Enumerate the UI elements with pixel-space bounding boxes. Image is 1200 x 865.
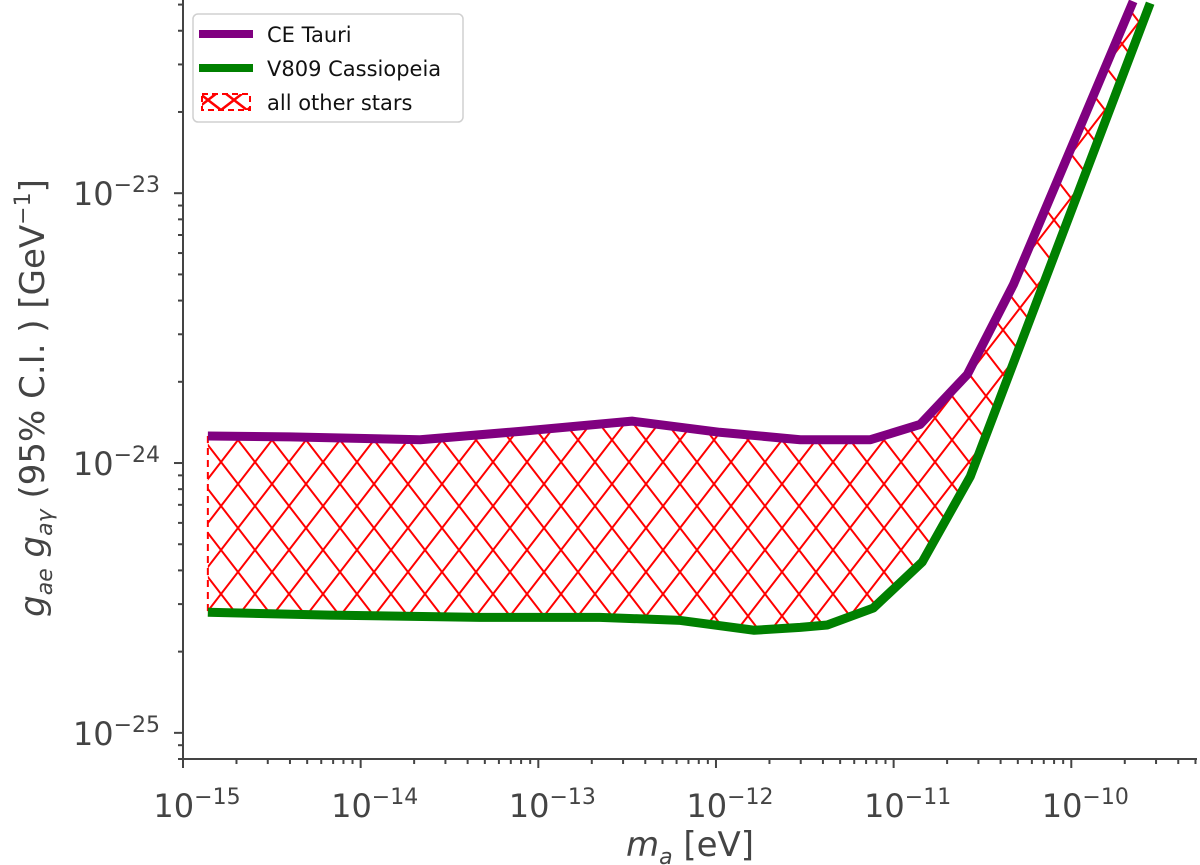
y-tick-label: 10−25 bbox=[73, 713, 160, 753]
plot-area bbox=[206, 0, 1155, 635]
legend: CE Tauri V809 Cassiopeia all other stars bbox=[192, 13, 464, 123]
x-tick-label: 10−13 bbox=[509, 785, 596, 825]
series-line-ce-tauri bbox=[207, 0, 1138, 445]
x-tick-label: 10−10 bbox=[1042, 785, 1129, 825]
legend-label-v809-cassiopeia: V809 Cassiopeia bbox=[267, 57, 441, 81]
y-tick-label: 10−24 bbox=[73, 443, 160, 483]
x-tick-label: 10−12 bbox=[686, 785, 773, 825]
y-axis-label: gae gaγ (95% C.I. ) [GeV−1] bbox=[11, 179, 58, 617]
series-line-v809-cassiopeia bbox=[207, 1, 1155, 635]
x-tick-label: 10−11 bbox=[864, 785, 951, 825]
y-tick-label: 10−23 bbox=[73, 173, 160, 213]
x-tick-label: 10−15 bbox=[153, 785, 240, 825]
x-tick-label: 10−14 bbox=[331, 785, 418, 825]
legend-swatch-all-other-stars bbox=[201, 93, 251, 111]
axes: 10−15 10−14 10−13 10−12 10−11 10−10 10−25 10−24… bbox=[73, 0, 1197, 825]
legend-label-ce-tauri: CE Tauri bbox=[267, 23, 352, 47]
fill-all-other-stars bbox=[207, 1, 1151, 631]
legend-label-all-other-stars: all other stars bbox=[267, 91, 412, 115]
x-axis-label: ma [eV] bbox=[626, 825, 754, 865]
legend-frame bbox=[192, 13, 464, 123]
